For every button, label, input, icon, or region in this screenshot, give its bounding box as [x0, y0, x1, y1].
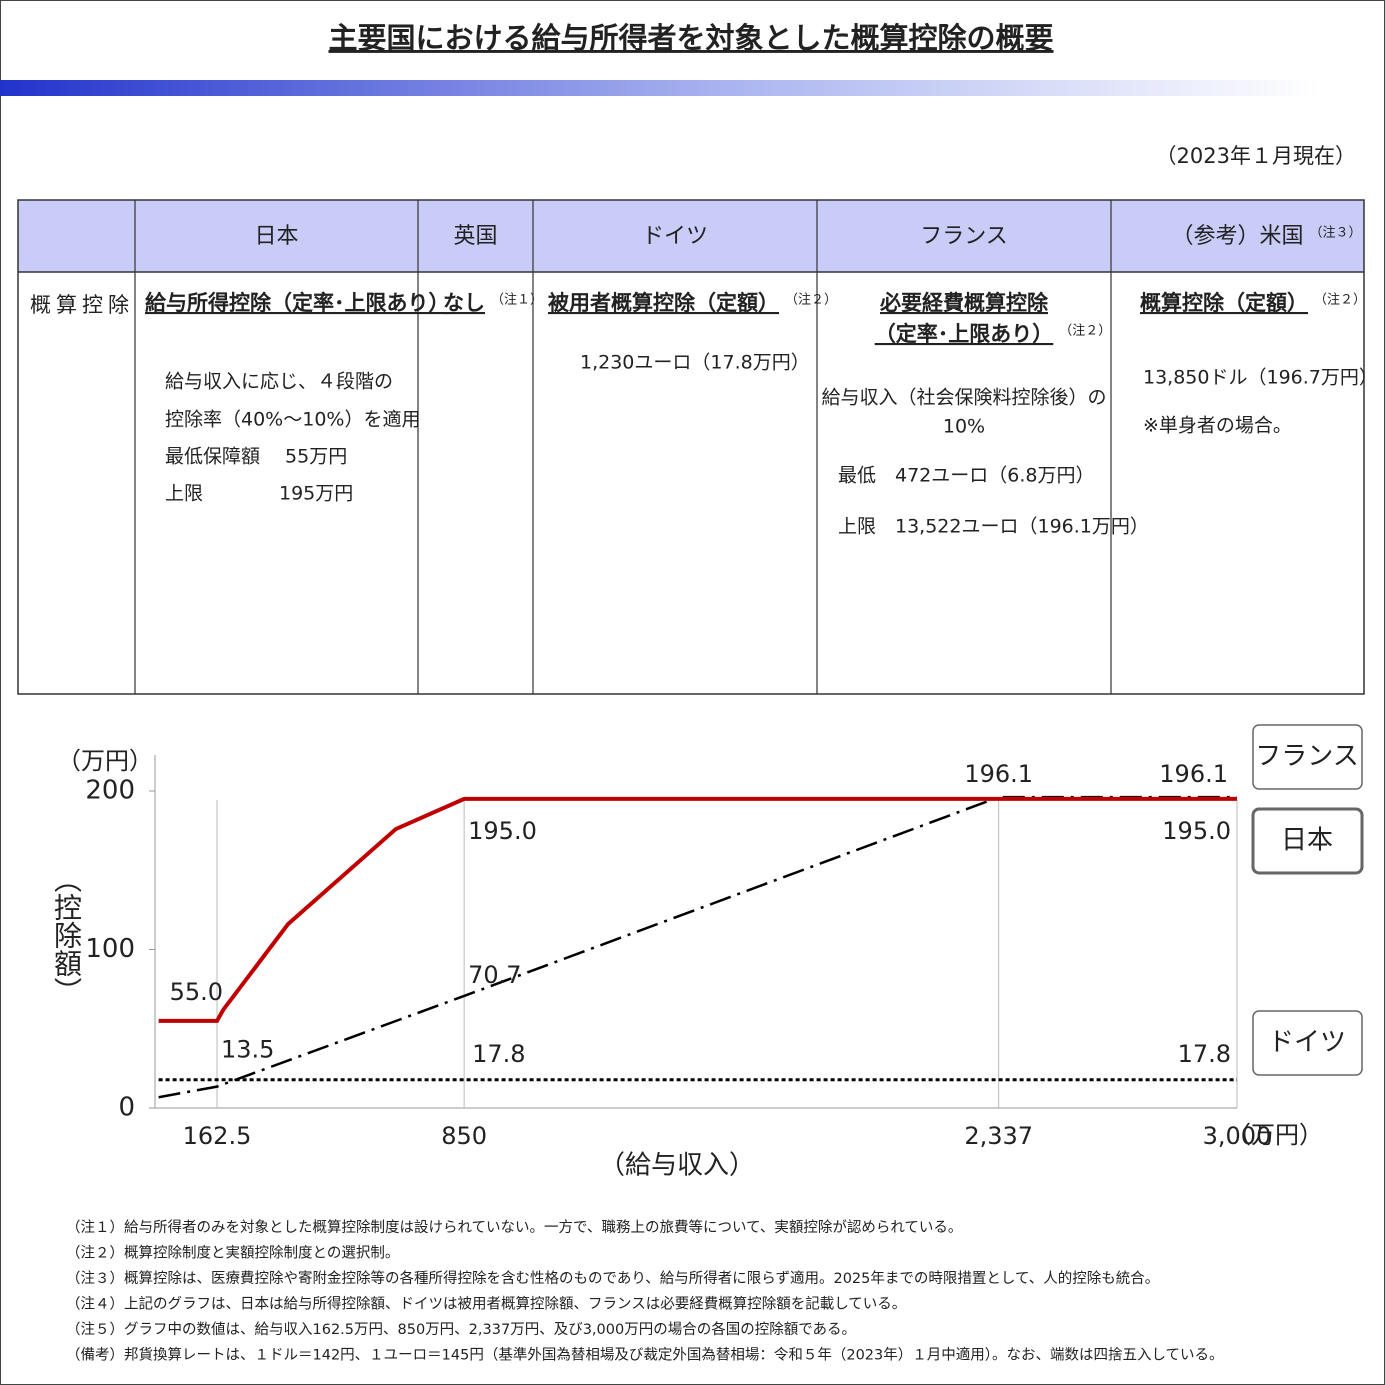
note-mark: （注３）: [1310, 226, 1362, 241]
series-line: [158, 796, 1237, 1023]
data-label: 55.0: [170, 978, 223, 1006]
cell-title: なし: [443, 291, 485, 315]
cell-title: 被用者概算控除（定額）: [548, 291, 779, 315]
x-tick-label: 850: [441, 1122, 487, 1150]
column-header: 日本: [254, 224, 298, 249]
legend-label: 日本: [1281, 826, 1333, 856]
header-row: [18, 200, 1364, 272]
cell-text: 給与収入に応じ、４段階の: [165, 371, 393, 393]
note: （注５）グラフ中の数値は、給与収入162.5万円、850万円、2,337万円、及…: [66, 1321, 856, 1338]
cell-text: 上限 195万円: [165, 483, 353, 505]
cell-text: ※単身者の場合。: [1143, 415, 1292, 437]
note: （注１）給与所得者のみを対象とした概算控除制度は設けられていない。一方で、職務上…: [66, 1218, 962, 1236]
column-header: 英国: [453, 224, 497, 249]
legend-box: [1251, 807, 1364, 875]
note: （注３）概算控除は、医療費控除や寄附金控除等の各種所得控除を含む性格のものであり…: [66, 1269, 1159, 1287]
data-label: 70.7: [468, 961, 521, 989]
note: （注４）上記のグラフは、日本は給与所得控除額、ドイツは被用者概算控除額、フランス…: [66, 1296, 906, 1313]
title: 主要国における給与所得者を対象とした概算控除の概要: [328, 21, 1053, 55]
cell-title: 給与所得控除（定率･上限あり）: [145, 291, 450, 315]
y-unit: （万円）: [57, 747, 153, 775]
series-line: [158, 795, 1237, 1099]
cell-text: 10%: [943, 416, 985, 438]
header-bar: [0, 80, 1320, 96]
cell-title: （定率･上限あり）: [875, 322, 1054, 346]
note: （注２）概算控除制度と実額控除制度との選択制。: [66, 1245, 399, 1262]
note-mark: （注２）: [1059, 324, 1111, 339]
y-label: （控除額）: [50, 865, 83, 1005]
column-header: （参考）米国: [1171, 224, 1303, 249]
table-border: [17, 199, 1365, 695]
row-label: 概算控除: [30, 293, 134, 317]
data-label: 17.8: [1178, 1040, 1231, 1068]
y-tick-label: 0: [118, 1093, 135, 1123]
x-label: （給与収入）: [599, 1151, 755, 1181]
data-label: 196.1: [964, 760, 1033, 788]
column-header: ドイツ: [642, 224, 708, 249]
legend-box: [1252, 1010, 1363, 1076]
x-tick-label: 2,337: [964, 1122, 1033, 1150]
data-label: 17.8: [472, 1040, 525, 1068]
cell-text: 上限 13,522ユーロ（196.1万円）: [838, 516, 1149, 538]
note-mark: （注２）: [785, 293, 837, 308]
x-tick-label: 162.5: [183, 1122, 252, 1150]
cell-text: 控除率（40%～10%）を適用: [165, 409, 420, 431]
data-label: 195.0: [468, 817, 537, 845]
cell-text: 給与収入（社会保険料控除後）の: [821, 387, 1106, 409]
date: （2023年１月現在）: [1156, 144, 1356, 168]
cell-text: 最低保障額 55万円: [165, 446, 347, 468]
legend-label: フランス: [1255, 742, 1358, 772]
data-label: 196.1: [1159, 760, 1228, 788]
legend-box: [1252, 724, 1363, 790]
cell-text: 1,230ユーロ（17.8万円）: [580, 352, 810, 374]
note-mark: （注２）: [1314, 293, 1366, 308]
y-tick-label: 200: [85, 776, 135, 806]
x-tick-label: 3,000: [1203, 1122, 1272, 1150]
note-mark: （注１）: [491, 293, 543, 308]
y-tick-label: 100: [85, 934, 135, 964]
data-label: 195.0: [1162, 817, 1231, 845]
cell-text: 最低 472ユーロ（6.8万円）: [838, 465, 1094, 487]
note: （備考）邦貨換算レートは、１ドル＝142円、１ユーロ＝145円（基準外国為替相場…: [66, 1346, 1224, 1364]
x-unit: （万円）: [1227, 1121, 1323, 1149]
cell-title: 必要経費概算控除: [880, 291, 1049, 315]
legend-label: ドイツ: [1268, 1028, 1346, 1058]
cell-text: 13,850ドル（196.7万円）: [1143, 367, 1378, 389]
data-label: 13.5: [221, 1036, 274, 1064]
cell-title: 概算控除（定額）: [1140, 291, 1308, 315]
column-header: フランス: [920, 224, 1008, 249]
